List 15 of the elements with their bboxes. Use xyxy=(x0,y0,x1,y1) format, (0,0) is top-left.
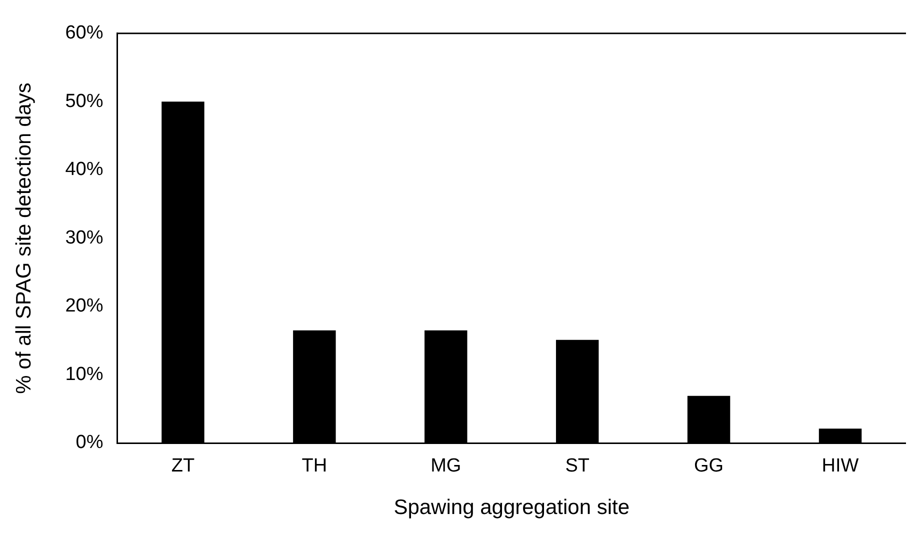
y-tick-label: 10% xyxy=(65,364,104,385)
y-axis-title: % of all SPAG site detection days xyxy=(12,82,36,394)
x-tick-label: ST xyxy=(565,456,590,477)
x-tick-label: TH xyxy=(302,456,328,477)
y-tick-label: 60% xyxy=(65,22,104,44)
x-tick-label: HIW xyxy=(822,456,859,477)
x-tick-label: GG xyxy=(694,456,724,477)
x-tick-label: ZT xyxy=(171,456,195,477)
y-tick-label: 40% xyxy=(65,159,104,180)
y-tick-label: 50% xyxy=(65,90,104,112)
x-axis-title: Spawing aggregation site xyxy=(394,496,630,520)
y-tick-label: 0% xyxy=(76,432,104,454)
y-tick-label: 20% xyxy=(65,296,104,317)
x-tick-label: MG xyxy=(430,456,462,477)
y-tick-label: 30% xyxy=(65,227,104,248)
